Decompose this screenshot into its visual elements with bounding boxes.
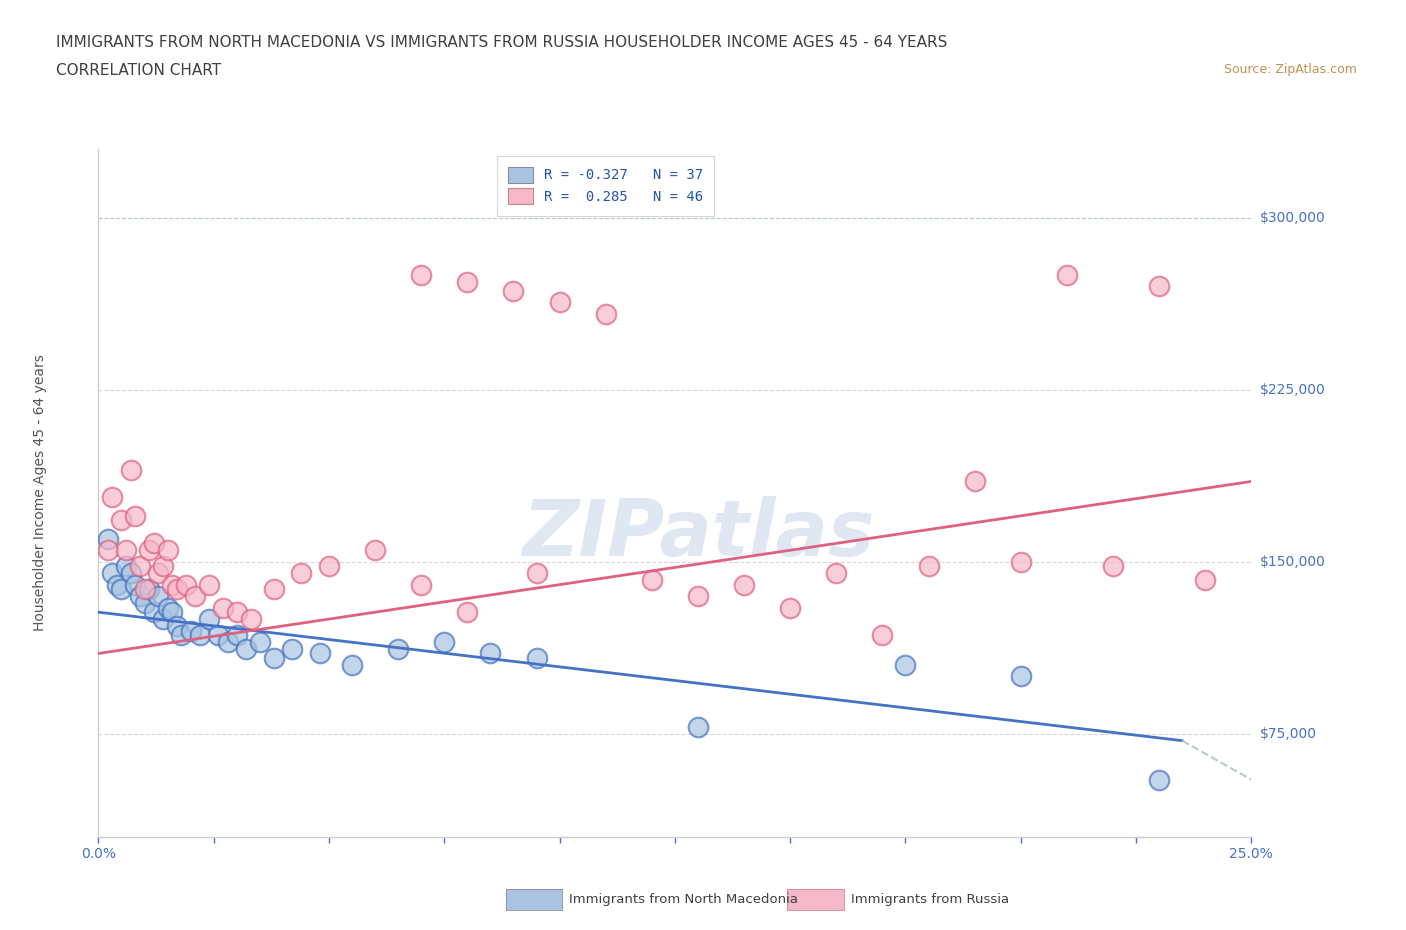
Point [188, 628, 211, 643]
Point [387, 642, 409, 657]
Point [1010, 669, 1032, 684]
Point [249, 634, 271, 649]
Point [526, 565, 548, 580]
Point [170, 628, 193, 643]
Legend: R = -0.327   N = 37, R =  0.285   N = 46: R = -0.327 N = 37, R = 0.285 N = 46 [496, 155, 714, 216]
Text: ZIPatlas: ZIPatlas [522, 497, 875, 572]
Point [411, 578, 433, 592]
Point [148, 565, 170, 580]
Point [97, 543, 120, 558]
Point [290, 565, 312, 580]
Point [129, 589, 152, 604]
Text: IMMIGRANTS FROM NORTH MACEDONIA VS IMMIGRANTS FROM RUSSIA HOUSEHOLDER INCOME AGE: IMMIGRANTS FROM NORTH MACEDONIA VS IMMIG… [56, 35, 948, 50]
Point [318, 559, 340, 574]
Point [595, 307, 617, 322]
Point [963, 474, 986, 489]
Point [207, 628, 229, 643]
Point [152, 559, 174, 574]
Text: $150,000: $150,000 [1260, 554, 1326, 569]
Point [180, 623, 202, 638]
Point [686, 589, 709, 604]
Text: Immigrants from Russia: Immigrants from Russia [851, 893, 1008, 906]
Point [115, 543, 138, 558]
Point [105, 578, 128, 592]
Point [281, 642, 304, 657]
Point [1194, 573, 1216, 588]
Point [134, 595, 156, 610]
Point [184, 589, 207, 604]
Point [526, 651, 548, 666]
Point [134, 582, 156, 597]
Point [129, 559, 152, 574]
Point [148, 589, 170, 604]
Text: $75,000: $75,000 [1260, 726, 1317, 741]
Point [110, 513, 132, 528]
Point [340, 658, 363, 672]
Point [138, 582, 160, 597]
Point [225, 628, 247, 643]
Point [872, 628, 894, 643]
Point [142, 604, 165, 619]
Point [894, 658, 917, 672]
Point [641, 573, 664, 588]
Point [160, 604, 183, 619]
Point [101, 490, 124, 505]
Point [263, 651, 285, 666]
Point [235, 642, 257, 657]
Point [97, 531, 120, 546]
Y-axis label: Householder Income Ages 45 - 64 years: Householder Income Ages 45 - 64 years [32, 354, 46, 631]
Point [156, 600, 179, 615]
Point [120, 462, 142, 477]
Point [364, 543, 387, 558]
Point [156, 543, 179, 558]
Point [263, 582, 285, 597]
Point [502, 284, 524, 299]
Point [686, 720, 709, 735]
Point [239, 612, 262, 627]
Point [825, 565, 848, 580]
Point [120, 565, 142, 580]
Point [166, 582, 188, 597]
Point [779, 600, 801, 615]
Point [166, 618, 188, 633]
Point [456, 604, 478, 619]
Point [212, 600, 235, 615]
Point [225, 604, 247, 619]
Point [1147, 772, 1170, 787]
Text: $300,000: $300,000 [1260, 210, 1326, 225]
Point [733, 578, 755, 592]
Point [917, 559, 939, 574]
Point [110, 582, 132, 597]
Point [138, 543, 160, 558]
Point [1147, 279, 1170, 294]
Point [411, 268, 433, 283]
Point [217, 634, 239, 649]
Point [433, 634, 456, 649]
Point [479, 646, 502, 661]
Point [1102, 559, 1125, 574]
Text: $225,000: $225,000 [1260, 382, 1326, 397]
Point [198, 612, 221, 627]
Point [152, 612, 174, 627]
Point [160, 578, 183, 592]
Point [308, 646, 330, 661]
Point [142, 536, 165, 551]
Point [124, 578, 146, 592]
Point [456, 274, 478, 289]
Text: Immigrants from North Macedonia: Immigrants from North Macedonia [569, 893, 799, 906]
Point [115, 559, 138, 574]
Point [101, 565, 124, 580]
Point [1056, 268, 1078, 283]
Point [548, 295, 571, 310]
Point [1010, 554, 1032, 569]
Point [124, 509, 146, 524]
Point [174, 578, 197, 592]
Text: CORRELATION CHART: CORRELATION CHART [56, 63, 221, 78]
Point [198, 578, 221, 592]
Text: Source: ZipAtlas.com: Source: ZipAtlas.com [1223, 63, 1357, 76]
